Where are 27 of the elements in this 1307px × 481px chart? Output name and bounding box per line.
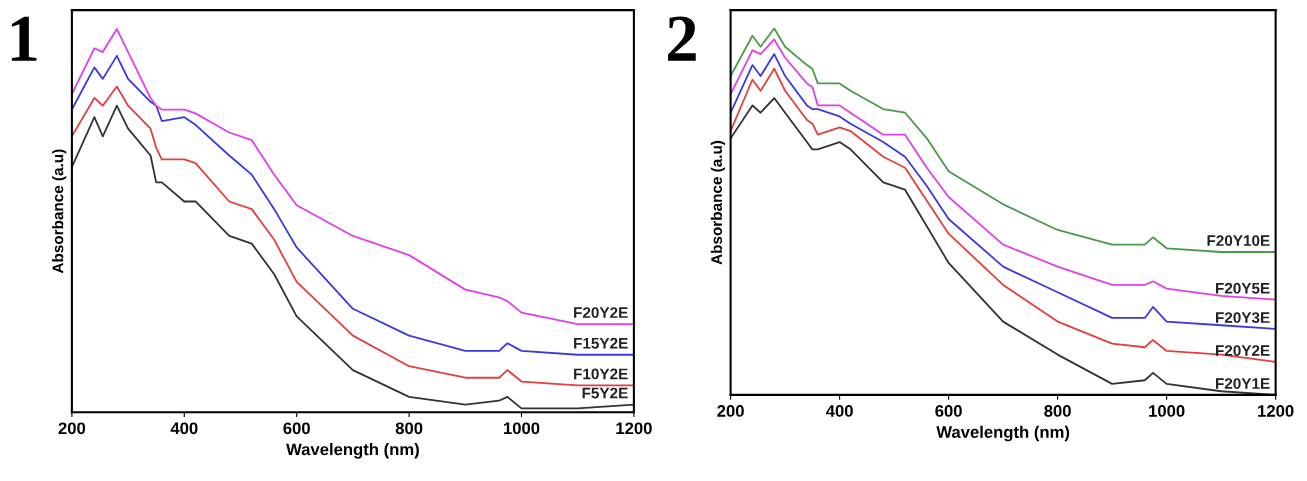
series-label: F20Y2E <box>574 307 628 319</box>
x-tick-label: 400 <box>825 405 853 417</box>
text: 2 <box>668 16 696 61</box>
series-label: F10Y2E <box>574 368 628 380</box>
x-tick-label: 800 <box>395 422 423 435</box>
x-tick-label: 200 <box>58 422 86 435</box>
x-tick-label: 1000 <box>1149 405 1185 417</box>
series-label: F20Y1E <box>1216 378 1270 389</box>
series-label: F20Y10E <box>1207 235 1270 247</box>
x-tick-label: 600 <box>283 422 310 435</box>
x-tick-label: 1000 <box>504 422 540 435</box>
x-tick-label: 1200 <box>1258 405 1294 417</box>
x-tick-label: 800 <box>1044 405 1071 417</box>
x-tick-label: 400 <box>170 422 198 435</box>
x-tick-label: 1200 <box>616 422 652 435</box>
x-tick-label: 200 <box>717 405 744 417</box>
text: 1 <box>11 16 37 61</box>
series-label: F15Y2E <box>574 337 628 349</box>
series-label: F20Y3E <box>1216 312 1270 324</box>
y-axis-title: Absorbance (a.u) <box>52 149 67 274</box>
series-label: F20Y5E <box>1216 282 1270 294</box>
series-label: F20Y2E <box>1216 345 1270 356</box>
x-tick-label: 600 <box>935 405 962 417</box>
x-axis-title: Wavelength (nm) <box>936 425 1070 442</box>
x-axis-title: Wavelength (nm) <box>286 443 419 459</box>
y-axis-title: Absorbance (a.u) <box>710 140 726 265</box>
series-label: F5Y2E <box>582 387 628 399</box>
